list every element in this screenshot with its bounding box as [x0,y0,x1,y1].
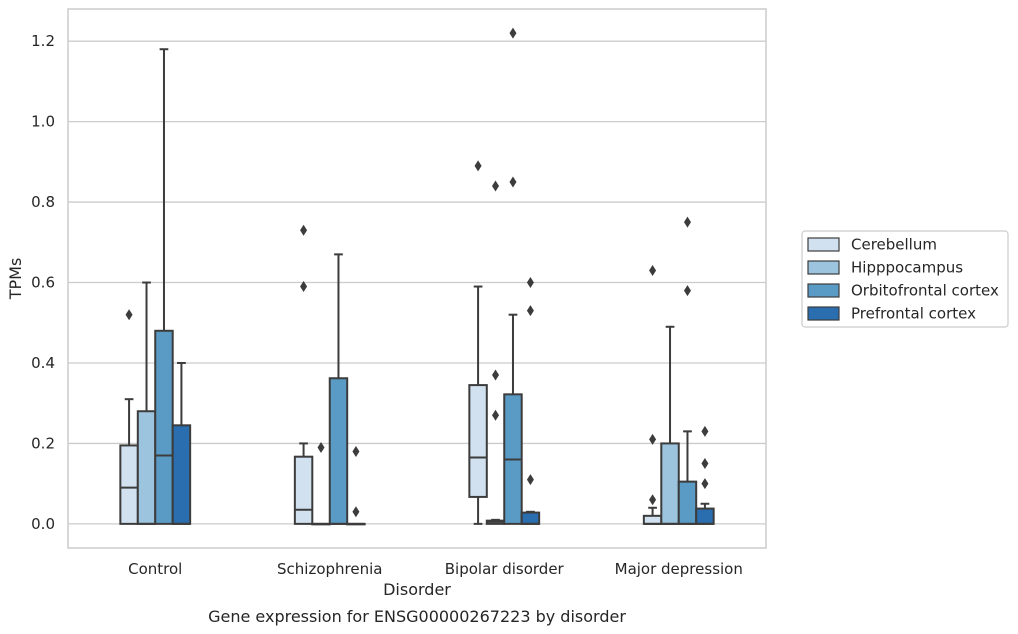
box [154,48,174,525]
legend-label: Cerebellum [851,236,937,254]
outlier-point [701,478,709,490]
outlier-point [352,445,360,457]
outlier-point [492,409,500,421]
outlier-point [649,264,657,276]
box-body [468,384,488,498]
box-body [660,442,680,525]
outlier-point [701,458,709,470]
x-tick-label: Major depression [615,560,743,578]
y-tick-label: 0.6 [31,274,55,292]
box-body [695,507,715,525]
outlier-point [526,277,534,289]
outlier-point [649,494,657,506]
box [119,309,139,525]
x-axis-ticks: Control Schizophrenia Bipolar disorder Majo… [128,560,743,578]
legend-swatch [807,283,840,298]
box-body [119,444,139,525]
legend-label: Orbitofrontal cortex [851,282,999,300]
box-body [520,511,541,525]
outlier-point [125,309,133,321]
box [293,224,314,525]
box [660,325,680,525]
box-body [171,424,192,525]
legend-frame [801,230,1009,328]
box-body [293,455,314,525]
plot-frame [67,8,767,549]
legend-swatch [807,306,840,321]
y-tick-label: 1.2 [31,32,55,50]
box [642,264,663,525]
box [503,27,523,525]
y-tick-label: 0.4 [31,354,55,372]
box [171,361,192,525]
box [485,180,506,525]
box [136,281,157,525]
outlier-point [474,160,482,172]
outlier-point [509,176,517,188]
chart-caption: Gene expression for ENSG00000267223 by d… [208,607,626,626]
box-body [642,514,663,525]
outlier-point [300,281,308,293]
outlier-point [509,27,517,39]
box [677,216,698,525]
x-tick-label: Schizophrenia [277,560,382,578]
legend-label: Hipppocampus [851,259,963,277]
box [695,425,715,525]
x-tick-label: Control [128,560,182,578]
outlier-point [300,224,308,236]
box-body [328,377,349,525]
legend-swatch [807,237,840,252]
box-body [677,480,698,525]
outlier-point [526,474,534,486]
box [346,445,366,526]
box-body [154,329,174,525]
y-tick-label: 0.0 [31,515,55,533]
legend-label: Prefrontal cortex [851,305,976,323]
y-tick-label: 0.8 [31,193,55,211]
legend-swatch [807,260,840,275]
box-body [136,410,157,525]
box-series [119,27,715,526]
legend: Cerebellum Hipppocampus Orbitofrontal cort… [801,230,1009,328]
box [328,253,349,525]
y-axis-label: TPMs [6,258,25,301]
outlier-point [649,433,657,445]
box [520,277,541,525]
x-axis-label: Disorder [383,580,451,599]
outlier-point [492,369,500,381]
outlier-point [526,305,534,317]
box [468,160,488,525]
y-tick-label: 1.0 [31,113,55,131]
y-axis-ticks: 0.0 0.2 0.4 0.6 0.8 1.0 1.2 [31,32,55,533]
x-tick-label: Bipolar disorder [445,560,565,578]
outlier-point [317,441,325,453]
y-tick-label: 0.2 [31,434,55,452]
box [311,441,331,526]
outlier-point [683,285,691,297]
outlier-point [492,180,500,192]
outlier-point [352,506,360,518]
outlier-point [701,425,709,437]
outlier-point [683,216,691,228]
